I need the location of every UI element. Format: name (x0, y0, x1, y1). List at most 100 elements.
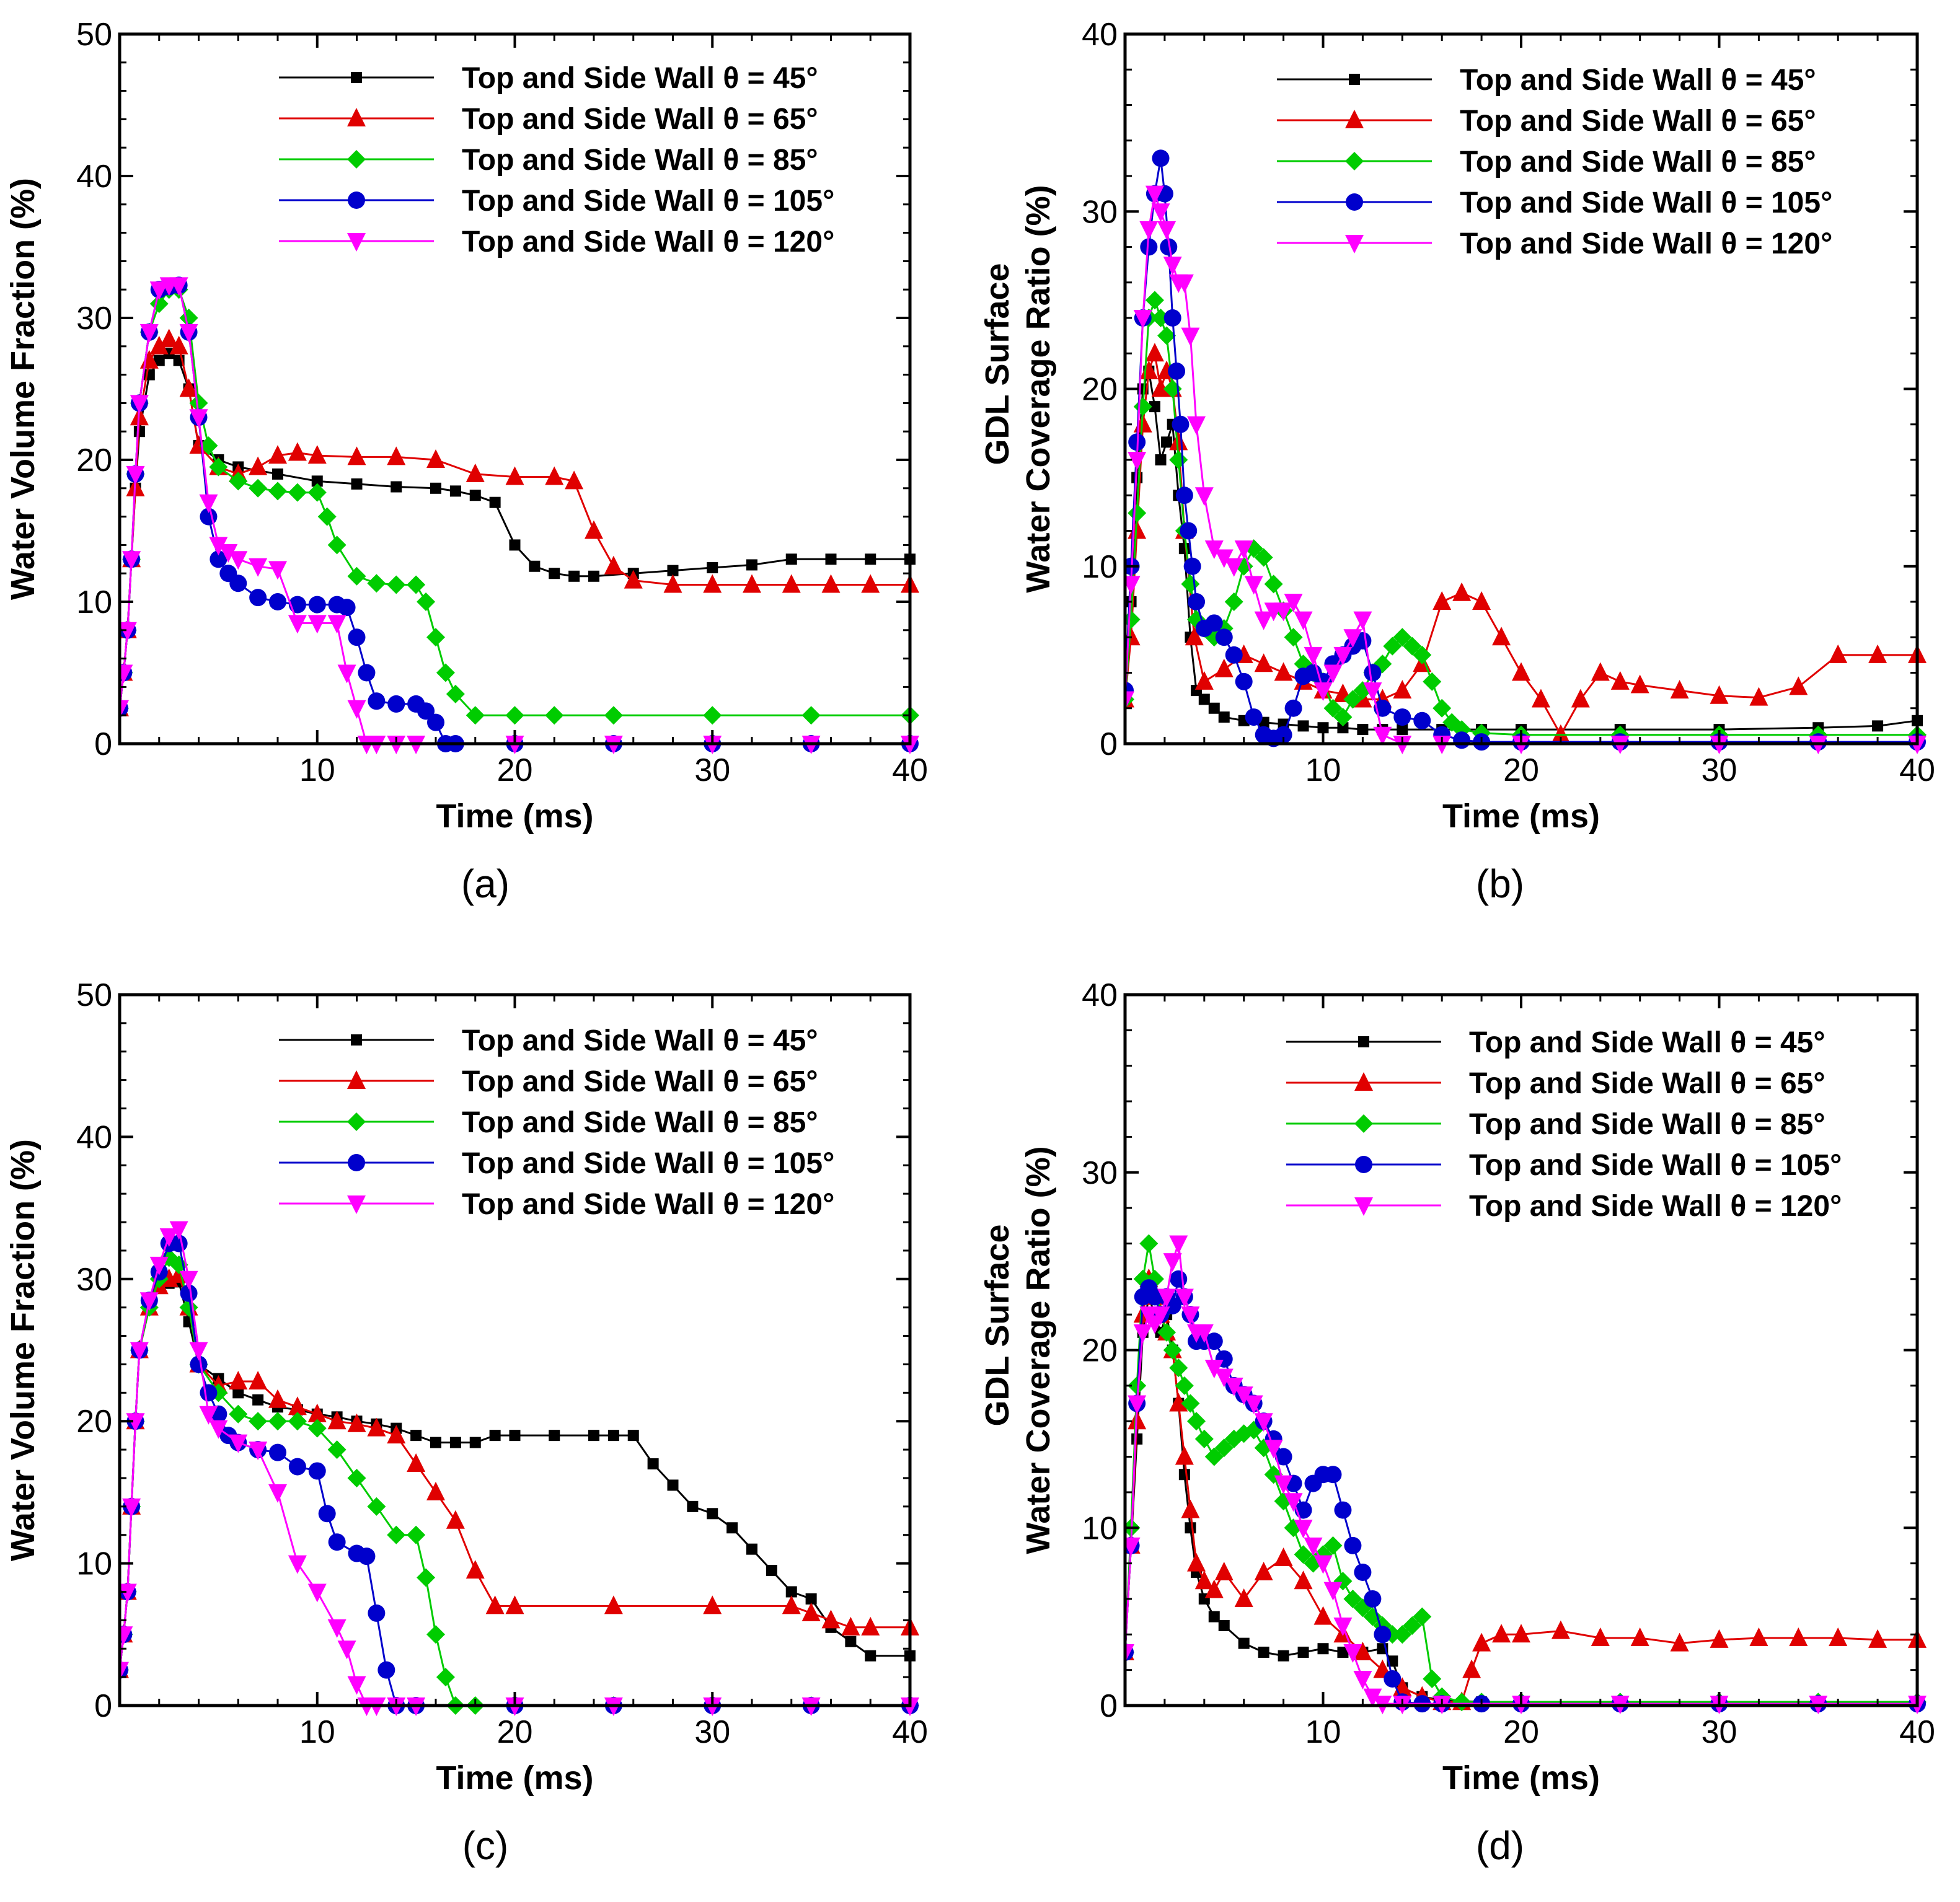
y-axis-title: Water Volume Fraction (%) (4, 178, 42, 600)
data-point (1214, 1561, 1234, 1580)
data-point (469, 1437, 481, 1448)
data-point (766, 1565, 777, 1577)
data-point (338, 599, 356, 617)
data-point (1353, 1670, 1372, 1689)
data-point (1337, 1646, 1349, 1658)
legend-marker (351, 1034, 362, 1046)
data-point (1258, 1646, 1269, 1658)
panel-label: (d) (1476, 1823, 1524, 1868)
legend: Top and Side Wall θ = 45° Top and Side Wa… (1286, 1026, 1842, 1223)
data-point (1403, 636, 1422, 656)
data-point (1128, 1376, 1147, 1395)
data-point (1214, 1438, 1234, 1458)
data-point (367, 1417, 386, 1437)
data-point (1234, 540, 1253, 560)
data-point (387, 446, 406, 465)
x-axis-title: Time (ms) (436, 1759, 593, 1797)
data-point (707, 1508, 718, 1520)
data-point (249, 1370, 268, 1389)
legend-marker (1354, 1114, 1373, 1133)
legend-marker (1345, 235, 1364, 253)
data-point (307, 483, 327, 502)
data-point (1187, 416, 1206, 435)
y-axis-title-line2: Water Coverage Ratio (%) (1020, 1146, 1057, 1554)
data-point (1333, 1617, 1353, 1636)
data-point (1214, 549, 1234, 568)
data-point (1225, 646, 1243, 664)
data-point (427, 713, 444, 731)
data-point (1181, 1394, 1200, 1413)
data-point (449, 485, 461, 497)
data-point (288, 1396, 307, 1415)
data-point (200, 1384, 218, 1402)
data-point (1297, 720, 1309, 732)
data-point (607, 1430, 619, 1442)
data-point (1294, 1520, 1313, 1539)
data-point (1204, 540, 1224, 560)
data-point (1180, 522, 1198, 540)
data-point (703, 706, 722, 725)
data-point (1204, 1447, 1224, 1466)
data-point (1264, 1440, 1283, 1459)
legend-marker (347, 1070, 366, 1089)
data-point (1393, 680, 1412, 699)
data-point (663, 574, 682, 593)
y-tick-label: 40 (1082, 17, 1118, 53)
data-point (1413, 1607, 1432, 1626)
data-point (1551, 1620, 1570, 1639)
x-tick-label: 40 (892, 1714, 928, 1750)
data-point (1128, 1395, 1147, 1414)
data-point (1354, 1563, 1372, 1581)
data-point (1169, 431, 1188, 451)
data-point (367, 1497, 386, 1516)
data-point (232, 1387, 244, 1399)
y-tick-label: 0 (94, 1688, 112, 1724)
data-point (1194, 1429, 1214, 1448)
data-point (130, 395, 149, 414)
data-point (268, 1389, 287, 1408)
data-point (1224, 1377, 1243, 1396)
data-point (229, 1404, 248, 1424)
data-point (1187, 1552, 1206, 1572)
legend-label: Top and Side Wall θ = 65° (462, 1065, 818, 1098)
data-point (1413, 645, 1432, 664)
data-point (122, 1498, 141, 1517)
panel-label: (b) (1476, 861, 1524, 906)
data-point (545, 466, 564, 485)
data-point (1364, 664, 1382, 682)
data-point (1181, 327, 1200, 346)
data-point (1274, 1547, 1293, 1566)
data-point (1317, 1643, 1329, 1655)
data-point (568, 570, 580, 582)
data-point (743, 574, 761, 593)
data-point (489, 496, 501, 508)
legend-label: Top and Side Wall θ = 85° (462, 1106, 818, 1139)
x-tick-label: 10 (1305, 1714, 1341, 1750)
legend-marker (1345, 152, 1364, 170)
data-point (149, 1256, 169, 1275)
data-point (1829, 1627, 1848, 1647)
data-point (1188, 593, 1206, 610)
data-point (1313, 682, 1333, 702)
data-point (1133, 1324, 1152, 1343)
data-point (785, 1586, 797, 1598)
data-point (1512, 662, 1530, 681)
data-point (229, 472, 248, 491)
data-point (1333, 646, 1353, 666)
data-point (426, 1625, 445, 1644)
data-point (209, 537, 228, 556)
data-point (348, 628, 366, 646)
chart-panel-2: 0 10 20 30 40 10 20 30 40 Time (ms) GDL Surface Wat… (979, 17, 1935, 906)
data-point (1128, 452, 1147, 470)
data-point (746, 559, 757, 571)
data-point (861, 1616, 880, 1636)
data-point (1357, 724, 1369, 736)
data-point (505, 1595, 524, 1614)
data-point (1238, 1637, 1250, 1649)
data-point (1254, 1413, 1273, 1432)
data-point (1178, 543, 1190, 555)
data-point (446, 684, 465, 703)
data-point (1145, 185, 1164, 205)
data-point (126, 465, 145, 485)
data-point (1172, 415, 1190, 433)
